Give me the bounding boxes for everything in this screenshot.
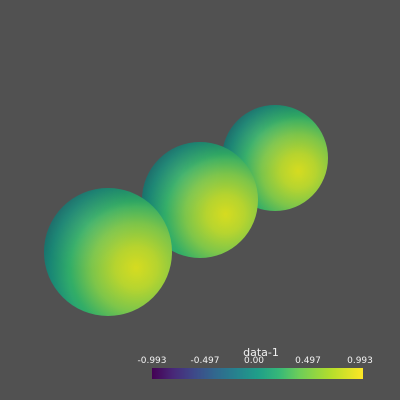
sphere-front[interactable] [44,188,172,316]
sphere-middle[interactable] [142,142,258,258]
